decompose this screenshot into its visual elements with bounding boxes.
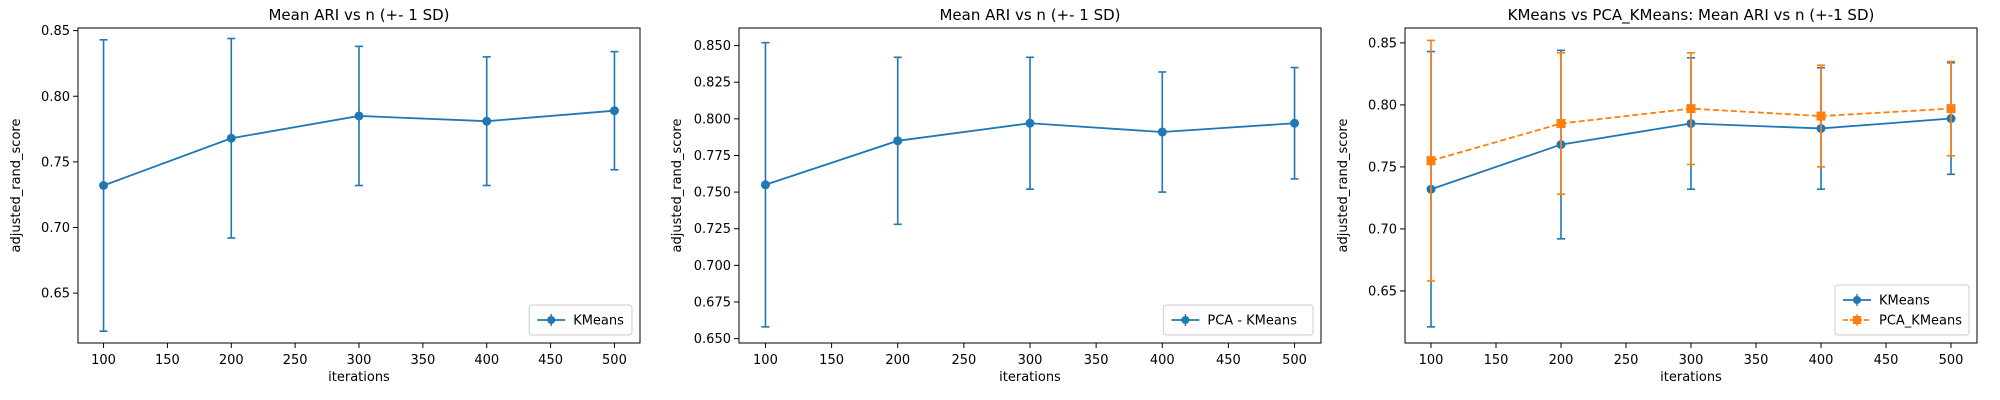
x-tick-label: 450 [538,353,563,368]
y-tick-label: 0.75 [1368,160,1397,175]
data-point [609,106,619,116]
chart-title: Mean ARI vs n (+- 1 SD) [939,6,1120,24]
legend-box [1834,284,1970,336]
data-point [1157,127,1167,137]
data-point [1290,118,1300,128]
y-axis-label: adjusted_rand_score [1336,119,1351,253]
legend: KMeans PCA_KMeans [1834,284,1970,336]
y-tick-label: 0.70 [41,221,70,236]
x-tick-label: 250 [1614,353,1639,368]
plot-frame [738,27,1322,344]
series-pca-kmeans [1426,39,1956,282]
x-tick-label: 100 [1419,353,1444,368]
plot-frame [77,27,641,344]
y-axis-label: adjusted_rand_score [670,119,685,253]
x-tick-label: 200 [885,353,910,368]
y-axis-label: adjusted_rand_score [9,119,24,253]
y-tick-label: 0.700 [694,259,731,274]
legend: KMeans [528,304,633,336]
x-tick-label: 100 [91,353,116,368]
x-tick-label: 350 [410,353,435,368]
x-tick-label: 250 [951,353,976,368]
legend-entry: PCA - KMeans [1171,314,1297,329]
y-tick-label: 0.850 [694,39,731,54]
data-point [1946,104,1956,114]
data-point [354,111,364,121]
y-tick-label: 0.85 [1368,36,1397,51]
legend-marker [547,316,556,324]
y-tick-label: 0.725 [694,222,731,237]
y-tick-label: 0.775 [694,149,731,164]
chart-panel-2: Mean ARI vs n (+- 1 SD) 100 150 200 250 300 35… [670,6,1322,385]
legend-box [1162,304,1314,336]
x-tick-label: 350 [1084,353,1109,368]
y-tick-label: 0.800 [694,112,731,127]
series-kmeans [99,37,619,332]
data-point [1426,156,1436,166]
x-tick-label: 200 [219,353,244,368]
data-point [1686,104,1696,114]
x-tick-label: 400 [474,353,499,368]
x-tick-label: 150 [819,353,844,368]
x-tick-label: 450 [1874,353,1899,368]
legend-label: KMeans [1879,294,1930,309]
y-tick-label: 0.650 [694,332,731,347]
chart-title: KMeans vs PCA_KMeans: Mean ARI vs n (+-1… [1508,6,1875,25]
chart-panel-1: Mean ARI vs n (+- 1 SD) 100 150 200 250 300 35… [9,6,641,385]
data-point [893,136,903,146]
y-tick-label: 0.825 [694,76,731,91]
x-tick-label: 500 [1939,353,1964,368]
legend-marker [1853,296,1861,304]
data-point [1025,118,1035,128]
legend-label: KMeans [573,314,624,329]
x-tick-label: 400 [1809,353,1834,368]
y-tick-label: 0.75 [41,155,70,170]
x-tick-label: 150 [1484,353,1509,368]
data-point [1816,111,1826,121]
series-pca-kmeans [760,41,1300,328]
y-tick-label: 0.65 [41,287,70,302]
x-tick-label: 250 [283,353,308,368]
legend: PCA - KMeans [1162,304,1314,336]
x-tick-label: 350 [1744,353,1769,368]
data-point [1556,118,1566,128]
x-tick-label: 300 [347,353,372,368]
x-tick-label: 100 [753,353,778,368]
y-tick-label: 0.65 [1368,284,1397,299]
x-tick-label: 300 [1018,353,1043,368]
legend-entry: PCA_KMeans [1843,314,1962,329]
legend-entry: KMeans [1843,294,1930,309]
y-tick-label: 0.85 [41,24,70,39]
x-tick-label: 300 [1679,353,1704,368]
x-axis-label: iterations [1660,370,1722,385]
x-tick-label: 150 [155,353,180,368]
legend-box [528,304,633,336]
legend-entry: KMeans [537,314,624,329]
legend-marker [1853,316,1861,324]
x-tick-label: 450 [1216,353,1241,368]
data-point [482,116,492,126]
x-tick-label: 400 [1150,353,1175,368]
y-tick-label: 0.750 [694,186,731,201]
x-tick-label: 500 [1282,353,1307,368]
chart-title: Mean ARI vs n (+- 1 SD) [268,6,449,24]
legend-label: PCA - KMeans [1207,314,1297,329]
x-tick-label: 200 [1549,353,1574,368]
y-tick-label: 0.80 [41,90,70,105]
x-axis-label: iterations [328,370,390,385]
y-tick-label: 0.80 [1368,98,1397,113]
y-tick-label: 0.675 [694,295,731,310]
chart-panel-3: KMeans vs PCA_KMeans: Mean ARI vs n (+-1… [1336,6,1978,385]
data-point [99,181,109,190]
data-point [226,133,236,143]
plot-frame [1404,27,1978,344]
legend-label: PCA_KMeans [1879,314,1962,329]
x-tick-label: 500 [602,353,627,368]
x-axis-label: iterations [999,370,1061,385]
legend-marker [1181,316,1190,324]
data-point [760,180,770,190]
y-tick-label: 0.70 [1368,222,1397,237]
